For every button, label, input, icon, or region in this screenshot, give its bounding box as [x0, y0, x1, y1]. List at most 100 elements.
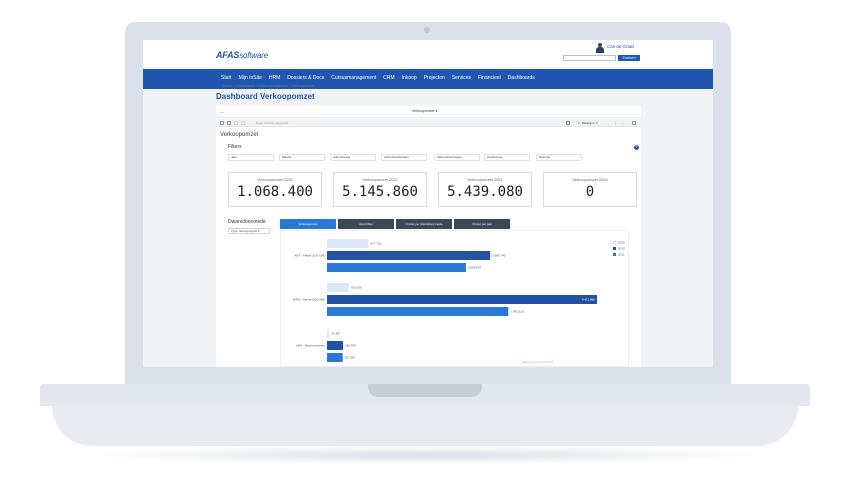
kpi-card-2024: Verkoopomzet 2024 0 — [543, 172, 637, 207]
bar — [327, 251, 491, 260]
dashboard-selector-row: — Verkoopomzet ▾ — [216, 106, 641, 118]
dwarsdoorsnede-select[interactable]: Type verkoopregels ▾ — [228, 228, 270, 234]
legend-swatch — [613, 253, 616, 256]
search-button[interactable]: Zoeken — [618, 55, 640, 61]
next-icon[interactable] — [234, 121, 238, 125]
filter-jaar[interactable]: Jaar — [228, 154, 274, 161]
kpi-label: Verkoopomzet 2021 — [467, 177, 503, 182]
screen: AFASsoftware Cas de Graaf Zoeken Start M… — [143, 40, 713, 367]
bar-value-label: 257.567 — [345, 356, 356, 360]
bar-value-label: 2.269.667 — [468, 266, 482, 270]
fullscreen-icon[interactable] — [632, 121, 636, 125]
nav-item-mijn-insite[interactable]: Mijn InSite — [238, 75, 262, 81]
tab-verschillen[interactable]: Verschillen — [338, 219, 394, 229]
bar-value-label: 35.467 — [331, 332, 341, 336]
laptop-shadow — [80, 446, 770, 464]
kpi-card-2022: Verkoopomzet 2022 5.145.860 — [333, 172, 427, 207]
tab-verkoopomzet[interactable]: Verkoopomzet — [280, 219, 336, 229]
bar-value-label: 2.962.510 — [510, 310, 524, 314]
breadcrumb[interactable]: Home » Dashboards » Ordermanagement » Ve… — [223, 84, 315, 88]
user-name: Cas de Graaf — [607, 44, 634, 49]
chevron-down-icon: ▾ — [258, 229, 260, 233]
bar-value-label: 677.720 — [370, 242, 381, 246]
bar — [327, 341, 344, 350]
bookmark-button[interactable]: ▭ Bladwijzer ▾ — [578, 121, 598, 125]
legend-label: 2021 — [618, 253, 625, 257]
laptop-base-bottom — [52, 406, 798, 446]
expand-arrow-icon[interactable]: › — [622, 121, 623, 125]
filter-branche[interactable]: Branche — [536, 154, 582, 161]
avatar-icon — [596, 43, 604, 53]
bar — [327, 239, 369, 248]
category-label: ABO - Abonnementen — [296, 344, 326, 348]
footer-note: Laatst bijgewerkt 20-11-2023 — [521, 361, 554, 364]
nav-item-financieel[interactable]: Financieel — [478, 75, 501, 81]
bar-chart-svg: 677.720 2.665.740 2.269.667 ART - Artikel (… — [293, 239, 625, 362]
bar-value-label: 262.870 — [345, 344, 356, 348]
kpi-card-2023: Verkoopomzet 2023 1.068.400 — [228, 172, 322, 207]
legend-label: 2023 — [618, 241, 625, 245]
help-icon[interactable]: ? — [634, 145, 639, 150]
kpi-value: 1.068.400 — [237, 184, 313, 200]
previous-icon[interactable] — [227, 121, 231, 125]
user-menu[interactable]: Cas de Graaf — [596, 43, 646, 53]
filter-administratienaam[interactable]: Administratienaam — [381, 154, 427, 161]
nav-item-start[interactable]: Start — [221, 75, 232, 81]
kpi-label: Verkoopomzet 2024 — [572, 177, 608, 182]
legend-swatch — [613, 247, 616, 250]
bar-value-label: 4.411.860 — [582, 298, 595, 302]
bar — [327, 263, 466, 272]
dwarsdoorsnede-value: Type verkoopregels — [231, 229, 258, 233]
afas-logo[interactable]: AFASsoftware — [216, 50, 268, 60]
dashboard-select-value: Verkoopomzet — [412, 109, 435, 113]
main-navigation: Start Mijn InSite HRM Dossiers & Docs Cu… — [143, 69, 713, 89]
chevron-down-icon: ▾ — [435, 109, 438, 113]
nav-item-crm[interactable]: CRM — [383, 75, 395, 81]
dashboard-select[interactable]: Verkoopomzet ▾ — [412, 109, 437, 113]
category-label: DIEN - Dienst (200-299) — [293, 298, 325, 302]
bar-value-label: 2.665.740 — [492, 254, 506, 258]
category-label: ART - Artikel (100-199) — [294, 254, 325, 258]
kpi-value: 0 — [585, 184, 595, 200]
camera-dot — [424, 27, 430, 33]
filter-werkmaatschappij[interactable]: Werkmaatschappij — [434, 154, 480, 161]
search-input[interactable] — [563, 55, 616, 61]
legend-swatch — [612, 240, 617, 245]
filter-administratie[interactable]: Administratie — [330, 154, 376, 161]
nav-item-projecten[interactable]: Projecten — [423, 75, 445, 81]
last-page-icon[interactable] — [241, 121, 245, 125]
tab-omzet-per-dwarsdoorsnede[interactable]: Omzet per dwarsdoorsnede — [396, 219, 452, 229]
bar — [327, 329, 330, 338]
bookmark-icon: ▭ — [578, 121, 581, 125]
nav-item-services[interactable]: Services — [451, 75, 471, 81]
dash-placeholder: — — [220, 109, 224, 114]
legend-label: 2022 — [618, 247, 625, 251]
filter-maand[interactable]: Maand — [279, 154, 325, 161]
nav-item-hrm[interactable]: HRM — [268, 75, 281, 81]
selection-hint: Geen selectie toegepast — [256, 121, 289, 125]
nav-item-dossiers[interactable]: Dossiers & Docs — [287, 75, 325, 81]
tab-omzet-per-jaar[interactable]: Omzet per jaar — [454, 219, 510, 229]
laptop-notch — [368, 384, 482, 397]
kpi-label: Verkoopomzet 2023 — [257, 177, 293, 182]
chevron-down-icon: ▾ — [596, 121, 598, 125]
nav-item-cursusmanagement[interactable]: Cursusmanagement — [331, 75, 377, 81]
kpi-value: 5.145.860 — [342, 184, 418, 200]
report-title: Verkoopomzet — [220, 132, 259, 138]
logo-suffix: software — [239, 51, 268, 60]
nav-item-dashboards[interactable]: Dashboards — [507, 75, 535, 81]
filter-divisie-type[interactable]: Divisie/type — [484, 154, 530, 161]
first-page-icon[interactable] — [220, 121, 224, 125]
chart-tabs: Verkoopomzet Verschillen Omzet per dwars… — [280, 219, 510, 229]
bar-chart: 677.720 2.665.740 2.269.667 ART - Artikel (… — [280, 230, 629, 367]
report-toolbar: Geen selectie toegepast ▭ Bladwijzer ▾ ⋮… — [216, 119, 641, 127]
bookmark-label: Bladwijzer — [581, 121, 596, 125]
more-icon[interactable]: ⋮ — [614, 121, 617, 125]
bar-value-label: 355.500 — [351, 286, 362, 290]
grid-icon[interactable] — [566, 121, 570, 125]
kpi-label: Verkoopomzet 2022 — [362, 177, 398, 182]
bar — [327, 353, 343, 362]
logo-brand: AFAS — [216, 50, 240, 60]
nav-item-inkoop[interactable]: Inkoop — [401, 75, 417, 81]
